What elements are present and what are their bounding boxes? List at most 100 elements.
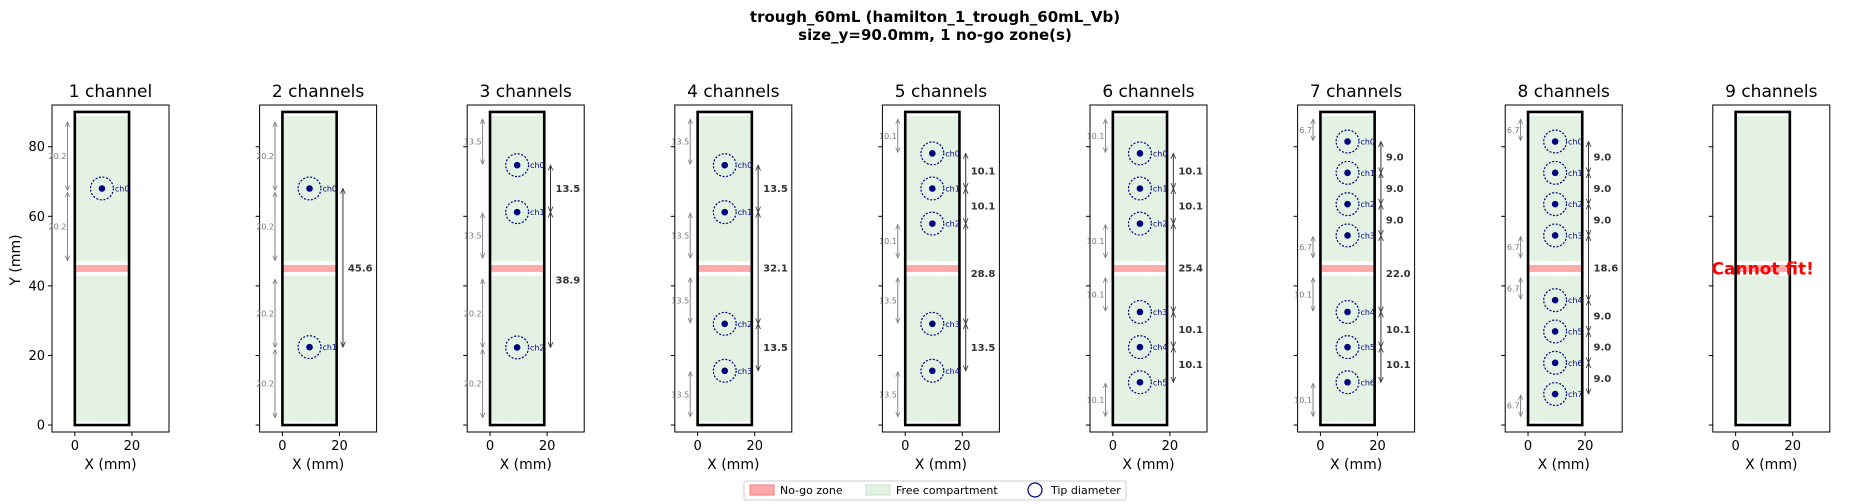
- tip-diameter-circle: [1335, 192, 1360, 217]
- channel-label: ch3: [1153, 308, 1168, 317]
- x-tick-label: 0: [901, 439, 909, 454]
- tip-diameter-circle: [1335, 370, 1360, 395]
- panel-7: 7 channels 0 20 X (mm) 6.7 6.7 10.1 10.1 9.0 9.0 9…: [1293, 82, 1416, 473]
- channel-point: [1551, 328, 1559, 335]
- channel-label: ch4: [1153, 343, 1168, 352]
- legend-swatch-tip: [1027, 482, 1043, 498]
- gap-label: 13.5: [971, 343, 996, 354]
- channel-label: ch6: [1568, 359, 1583, 368]
- margin-label: 13.5: [671, 296, 689, 305]
- channel-point: [1136, 343, 1144, 351]
- gap-label: 10.1: [1178, 202, 1203, 213]
- panel-title: 5 channels: [895, 82, 987, 102]
- panel-title: 2 channels: [272, 82, 364, 102]
- gap-label: 9.0: [1594, 215, 1612, 226]
- tip-diameter-circle: [920, 311, 945, 336]
- channel-label: ch7: [1568, 390, 1583, 399]
- panel-5: 5 channels 0 20 X (mm) 10.1 10.1 13.5 13.5 10.1 1…: [878, 82, 1000, 473]
- tip-diameter-circle: [1127, 370, 1152, 395]
- channel-label: ch3: [1360, 231, 1375, 240]
- panel-8: 8 channels 0 20 X (mm) 6.7 6.7 6.7 6.7 9.0 9.0 9.0…: [1501, 82, 1623, 473]
- nogo-zone: [1735, 265, 1790, 272]
- gap-label: 10.1: [1178, 325, 1203, 336]
- nogo-zone: [1320, 265, 1375, 272]
- margin-label: 6.7: [1507, 126, 1520, 135]
- margin-label: 10.1: [1294, 396, 1312, 405]
- nogo-zone: [697, 265, 752, 272]
- x-tick-label: 20: [1369, 439, 1386, 454]
- free-compartment: [697, 275, 752, 422]
- tip-diameter-circle: [1335, 129, 1360, 154]
- free-compartment: [1735, 115, 1790, 262]
- tip-diameter-circle: [1543, 160, 1568, 185]
- tip-diameter-circle: [1335, 299, 1360, 324]
- channel-label: ch5: [1153, 378, 1168, 387]
- gap-label: 22.0: [1386, 269, 1411, 280]
- x-tick-label: 20: [954, 439, 971, 454]
- y-tick-label: 40: [28, 279, 45, 294]
- channel-label: ch0: [530, 161, 545, 170]
- gap-label: 18.6: [1594, 263, 1619, 274]
- y-tick-label: 0: [37, 419, 45, 434]
- margin-label: 13.5: [464, 232, 482, 241]
- margin-label: 20.2: [256, 222, 274, 231]
- channel-point: [1136, 308, 1144, 316]
- tip-diameter-circle: [1543, 382, 1568, 407]
- channel-point: [1344, 232, 1351, 239]
- tip-diameter-circle: [712, 200, 737, 225]
- channel-point: [929, 220, 936, 227]
- gap-label: 13.5: [763, 343, 788, 354]
- nogo-zone: [1112, 265, 1168, 272]
- channel-label: ch1: [1360, 169, 1375, 178]
- gap-label: 9.0: [1594, 311, 1612, 322]
- tip-diameter-circle: [1127, 211, 1152, 236]
- tip-diameter-circle: [297, 176, 322, 201]
- channel-point: [1344, 169, 1351, 177]
- channel-label: ch5: [1568, 327, 1583, 336]
- margin-label: 13.5: [879, 296, 897, 305]
- channel-point: [513, 161, 521, 169]
- x-tick-label: 20: [746, 439, 763, 454]
- gap-label: 32.1: [763, 263, 788, 274]
- margin-label: 6.7: [1507, 243, 1520, 252]
- trough-outline: [73, 110, 131, 427]
- cannot-fit-message: Cannot fit!: [1712, 260, 1814, 280]
- trough-outline: [1526, 110, 1584, 427]
- legend-label-nogo: No-go zone: [780, 484, 843, 497]
- trough-outline: [488, 110, 546, 427]
- panel-1: 1 channel 0 20 0 20 40 60 80 X (mm) 20.2 20.2 ch0: [28, 82, 170, 473]
- channel-label: ch0: [1360, 138, 1375, 147]
- margin-label: 6.7: [1507, 285, 1520, 294]
- margin-label: 6.7: [1299, 126, 1312, 135]
- gap-label: 38.9: [556, 275, 581, 286]
- gap-label: 9.0: [1386, 184, 1404, 195]
- panel-4: 4 channels 0 20 X (mm) 13.5 13.5 13.5 13.5 13.5 3…: [670, 82, 793, 473]
- x-axis-label: X (mm): [1122, 457, 1174, 473]
- margin-label: 20.2: [256, 380, 274, 389]
- legend: No-go zone Free compartment Tip diameter: [743, 480, 1127, 501]
- gap-label: 10.1: [1178, 166, 1203, 177]
- margin-label: 13.5: [671, 138, 689, 147]
- margin-label: 13.5: [879, 390, 897, 399]
- x-axis-label: X (mm): [1330, 457, 1382, 473]
- gap-label: 9.0: [1386, 153, 1404, 164]
- x-tick-label: 20: [124, 439, 141, 454]
- margin-label: 13.5: [464, 138, 482, 147]
- channel-point: [1136, 220, 1144, 227]
- tip-diameter-circle: [1543, 350, 1568, 375]
- channel-point: [929, 367, 936, 375]
- margin-label: 20.2: [464, 309, 482, 318]
- nogo-zone: [490, 265, 545, 272]
- margin-label: 13.5: [671, 232, 689, 241]
- channel-point: [1344, 378, 1351, 386]
- channel-point: [1344, 138, 1351, 145]
- channel-point: [98, 185, 106, 192]
- figure-title: trough_60mL (hamilton_1_trough_60mL_Vb): [750, 8, 1120, 26]
- channel-label: ch0: [322, 184, 337, 193]
- trough-outline: [1319, 110, 1376, 427]
- channel-point: [1344, 308, 1351, 316]
- panel-3: 3 channels 0 20 X (mm) 13.5 13.5 20.2 20.2 13.5 3…: [463, 82, 585, 473]
- y-tick-label: 80: [28, 140, 45, 155]
